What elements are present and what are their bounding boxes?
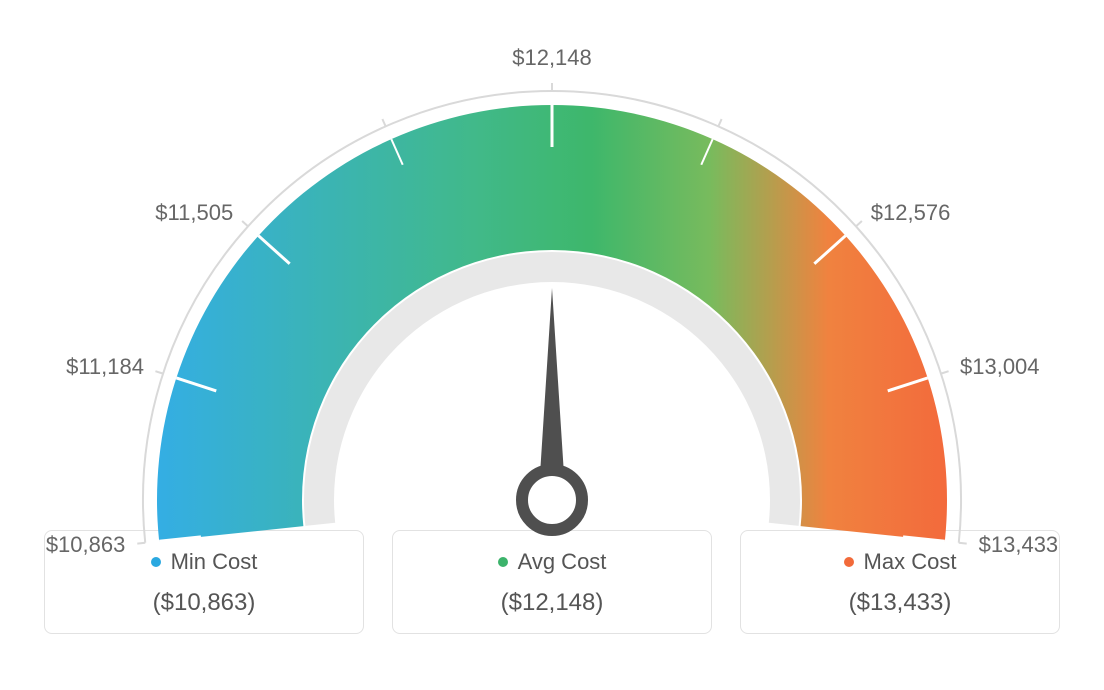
tick-label: $13,004 <box>960 354 1040 380</box>
tick-label: $12,148 <box>512 45 592 71</box>
tick-label: $11,184 <box>66 354 144 380</box>
tick-label: $12,576 <box>871 200 951 226</box>
tick-label: $11,505 <box>155 200 233 226</box>
tick-label: $13,433 <box>979 532 1059 558</box>
legend-value-max: ($13,433) <box>751 589 1049 617</box>
tick-label: $10,863 <box>46 532 126 558</box>
legend-value-min: ($10,863) <box>55 589 353 617</box>
legend-value-avg: ($12,148) <box>403 589 701 617</box>
cost-gauge-chart: $10,863 $11,184 $11,505 $12,148 $12,576 $13,0… <box>0 0 1104 690</box>
gauge-svg <box>0 0 1104 560</box>
gauge-area: $10,863$11,184$11,505$12,148$12,576$13,0… <box>0 0 1104 530</box>
